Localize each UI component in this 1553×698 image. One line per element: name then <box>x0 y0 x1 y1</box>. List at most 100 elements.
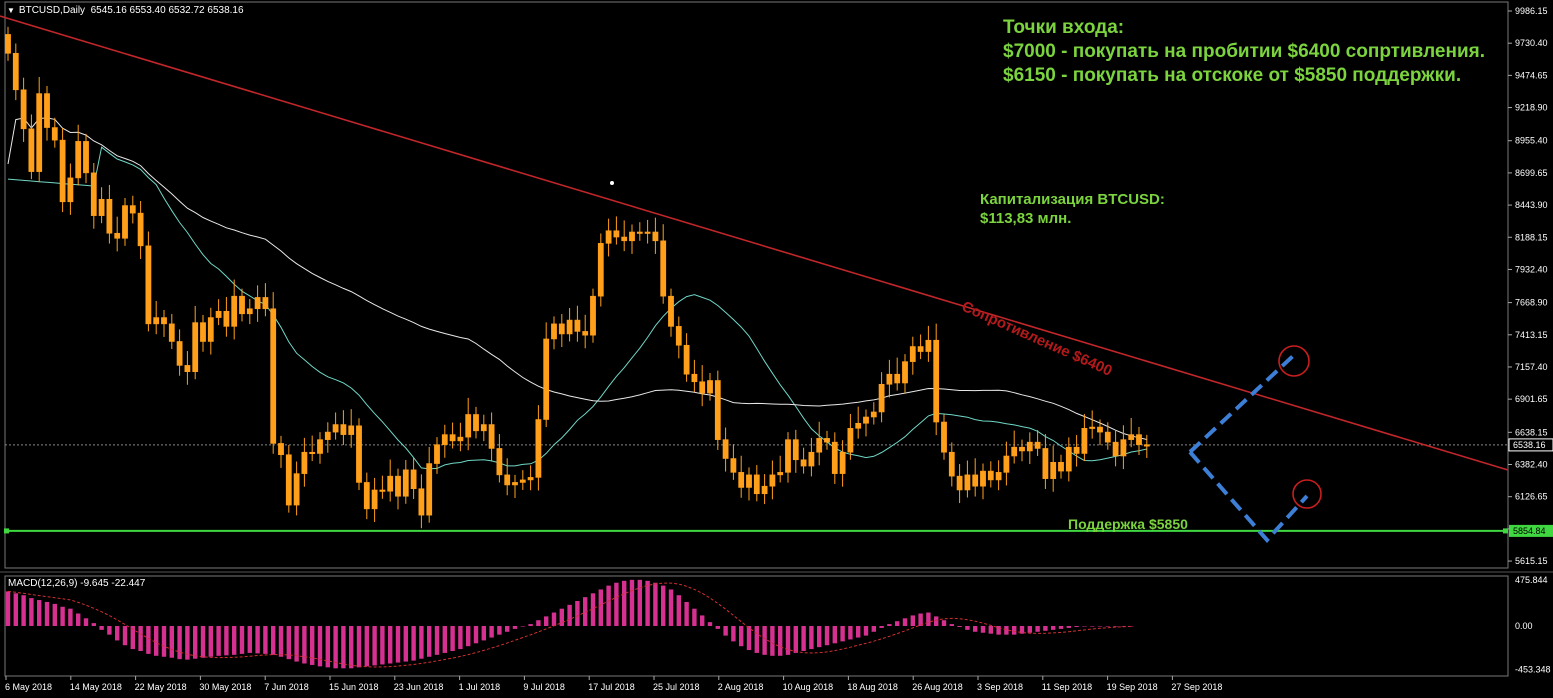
macd-bar <box>193 626 198 659</box>
macd-bar <box>746 626 752 651</box>
macd-bar <box>99 626 104 630</box>
macd-bar <box>832 626 837 644</box>
dropdown-triangle-icon[interactable]: ▼ <box>7 6 15 15</box>
candle-bear <box>956 475 963 491</box>
candle-bear <box>44 93 50 128</box>
macd-bar <box>458 626 463 650</box>
cap-value: $113,83 млн. <box>980 210 1072 227</box>
candle-bull <box>746 474 752 488</box>
macd-bar <box>372 626 377 666</box>
candle-bull <box>434 444 440 464</box>
macd-bar <box>434 626 440 655</box>
macd-bar <box>130 626 135 650</box>
macd-bar <box>29 598 34 626</box>
candle-bull <box>644 231 651 234</box>
price-tick-label: 8443.90 <box>1515 200 1548 210</box>
date-label: 9 Jul 2018 <box>523 682 565 692</box>
macd-bar <box>37 600 42 626</box>
candle-bear <box>894 373 901 384</box>
macd-bar <box>83 618 89 626</box>
date-label: 1 Jul 2018 <box>459 682 501 692</box>
candle-bear <box>1019 446 1025 452</box>
macd-bar <box>614 582 619 626</box>
macd-bar <box>278 626 284 657</box>
macd-bar <box>661 585 666 626</box>
candle-bear <box>5 34 11 54</box>
macd-bar <box>325 626 330 668</box>
price-tick-label: 8699.65 <box>1515 168 1548 178</box>
candle-bull <box>808 451 815 467</box>
date-label: 30 May 2018 <box>199 682 251 692</box>
macd-bar <box>544 616 549 626</box>
macd-bar <box>824 626 830 646</box>
current-price-label: 6538.16 <box>1513 440 1546 450</box>
macd-bar <box>224 626 229 656</box>
candles-group <box>5 26 1150 529</box>
candle-bear <box>285 454 292 506</box>
candle-bear <box>558 323 565 335</box>
candle-bear <box>90 172 97 216</box>
candle-bull <box>98 198 105 216</box>
macd-bar <box>115 626 120 641</box>
entry-title: Точки входа: <box>1003 17 1125 38</box>
macd-bar <box>60 606 65 626</box>
symbol-label: BTCUSD,Daily <box>18 5 86 16</box>
candle-bull <box>995 472 1002 481</box>
candle-bull <box>301 451 308 474</box>
candle-bull <box>387 475 394 492</box>
candle-bear <box>824 438 830 443</box>
macd-bar <box>622 580 627 626</box>
candle-bull <box>67 177 74 203</box>
macd-bar <box>263 626 268 654</box>
candle-bull <box>902 361 908 384</box>
candle-bear <box>488 424 495 449</box>
macd-bar <box>91 623 96 626</box>
candle-bull <box>909 346 916 362</box>
candle-bear <box>613 230 620 238</box>
candle-bear <box>12 53 19 91</box>
macd-bar <box>442 626 447 653</box>
candle-bear <box>948 451 955 477</box>
macd-bar <box>1035 626 1040 632</box>
macd-bar <box>598 589 603 626</box>
macd-bar <box>1105 626 1110 627</box>
candle-bull <box>75 141 82 179</box>
date-label: 23 Jun 2018 <box>394 682 444 692</box>
macd-bar <box>809 626 814 650</box>
candle-bear <box>145 245 152 325</box>
candle-bull <box>590 295 596 336</box>
candle-bull <box>1050 461 1057 479</box>
entry-line-1: $7000 - покупать на пробитии $6400 сопрт… <box>1003 41 1485 62</box>
macd-bar <box>551 612 557 626</box>
candle-bull <box>839 451 846 474</box>
candle-bear <box>473 414 479 432</box>
symbol-header: ▼ BTCUSD,Daily 6545.16 6553.40 6532.72 65… <box>7 5 244 16</box>
date-label: 19 Sep 2018 <box>1107 682 1158 692</box>
macd-bar <box>388 626 393 664</box>
candle-bull <box>512 482 518 486</box>
candle-bull <box>863 416 869 424</box>
candle-bear <box>831 441 838 474</box>
macd-bar <box>146 626 151 654</box>
macd-bar <box>856 626 861 638</box>
candle-bull <box>215 310 222 318</box>
candle-bear <box>410 469 417 490</box>
macd-bar <box>317 626 323 667</box>
candle-bear <box>83 141 89 174</box>
macd-bar <box>1019 626 1025 634</box>
price-tick-label: 7932.40 <box>1515 264 1548 274</box>
macd-bar <box>1027 626 1032 633</box>
candle-bull <box>192 322 199 372</box>
candle-bull <box>769 474 776 487</box>
candle-bull <box>246 308 253 315</box>
candle-bear <box>59 139 66 203</box>
candle-bear <box>223 310 230 327</box>
macd-bar <box>902 618 908 626</box>
candle-bear <box>738 472 745 488</box>
candle-bear <box>51 127 58 141</box>
candle-bull <box>1065 446 1072 472</box>
macd-bar <box>793 626 798 653</box>
candle-bear <box>200 322 206 342</box>
candle-bear <box>753 474 760 495</box>
